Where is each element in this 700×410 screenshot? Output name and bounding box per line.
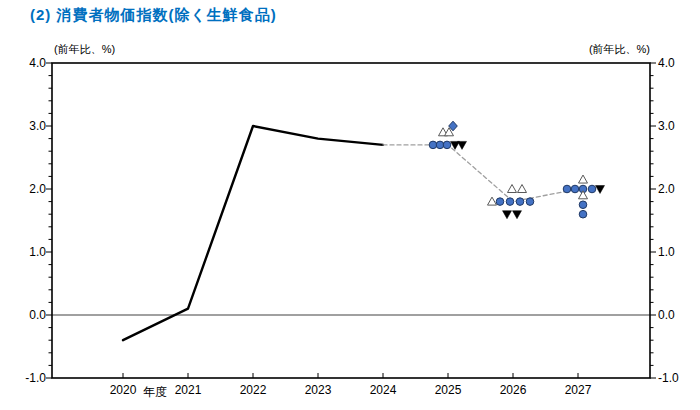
cpi-forecast-chart: (2) 消費者物価指数(除く生鮮食品) (前年比、%) (前年比、%) 4.04… bbox=[0, 0, 700, 410]
forecast-marker-triangle-up bbox=[488, 197, 497, 205]
x-axis-label: 2026 bbox=[491, 383, 535, 397]
x-axis-label: 2024 bbox=[361, 383, 405, 397]
actual-line bbox=[123, 126, 383, 340]
y-axis-label-left: -1.0 bbox=[6, 371, 46, 385]
y-axis-label-right: -1.0 bbox=[658, 371, 698, 385]
plot-area bbox=[0, 0, 700, 410]
x-axis-label: 2027 bbox=[556, 383, 600, 397]
y-axis-label-left: 2.0 bbox=[6, 182, 46, 196]
forecast-marker-circle bbox=[563, 185, 571, 193]
y-axis-label-left: 3.0 bbox=[6, 119, 46, 133]
forecast-marker-circle bbox=[516, 198, 524, 206]
forecast_median-line bbox=[383, 145, 578, 202]
x-axis-label: 2023 bbox=[296, 383, 340, 397]
x-axis-label: 2025 bbox=[426, 383, 470, 397]
forecast-marker-circle bbox=[579, 210, 587, 218]
y-axis-label-right: 3.0 bbox=[658, 119, 698, 133]
forecast-marker-circle bbox=[526, 198, 534, 206]
y-axis-label-left: 1.0 bbox=[6, 245, 46, 259]
x-axis-label: 2022 bbox=[231, 383, 275, 397]
forecast-marker-circle bbox=[506, 198, 514, 206]
forecast-marker-triangle-down bbox=[596, 186, 605, 194]
y-axis-label-right: 1.0 bbox=[658, 245, 698, 259]
forecast-marker-triangle-up bbox=[579, 191, 588, 199]
forecast-marker-triangle-down bbox=[503, 211, 512, 219]
forecast-marker-circle bbox=[571, 185, 579, 193]
y-axis-label-left: 0.0 bbox=[6, 308, 46, 322]
forecast-marker-circle bbox=[496, 198, 504, 206]
forecast-marker-circle bbox=[436, 141, 444, 149]
forecast-marker-circle bbox=[588, 185, 596, 193]
y-axis-label-right: 2.0 bbox=[658, 182, 698, 196]
fiscal-year-note: 年度 bbox=[139, 384, 171, 401]
forecast-marker-triangle-up bbox=[508, 185, 517, 193]
forecast-marker-triangle-down bbox=[513, 211, 522, 219]
forecast-marker-triangle-down bbox=[458, 141, 467, 149]
forecast-marker-circle bbox=[443, 141, 451, 149]
y-axis-label-right: 0.0 bbox=[658, 308, 698, 322]
forecast-marker-triangle-up bbox=[518, 185, 527, 193]
y-axis-label-right: 4.0 bbox=[658, 56, 698, 70]
forecast-marker-circle bbox=[429, 141, 437, 149]
y-axis-label-left: 4.0 bbox=[6, 56, 46, 70]
forecast-marker-triangle-up bbox=[579, 175, 588, 183]
forecast-marker-circle bbox=[579, 201, 587, 209]
x-axis-label: 2021 bbox=[166, 383, 210, 397]
